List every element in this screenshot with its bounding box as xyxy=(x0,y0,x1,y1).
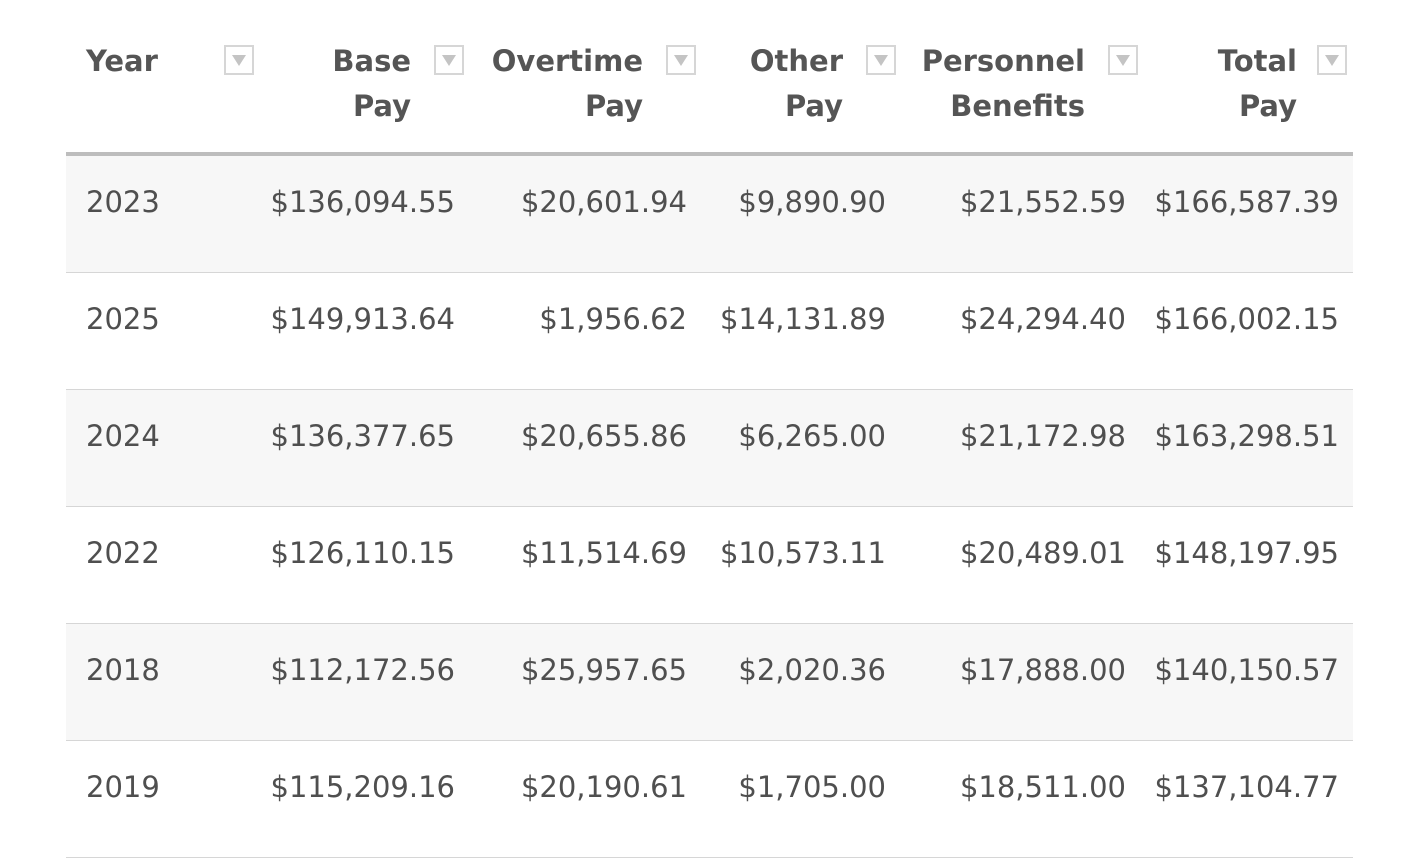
table-body: 2023 $136,094.55 $20,601.94 $9,890.90 $2… xyxy=(66,154,1353,858)
column-header-base-pay[interactable]: Base Pay xyxy=(266,0,466,156)
year-filter-button[interactable] xyxy=(224,45,254,75)
header-row: Year Base Pay xyxy=(66,0,1353,156)
other-pay-filter-button[interactable] xyxy=(866,45,896,75)
other-pay-cell: $6,265.00 xyxy=(698,389,898,507)
year-cell: 2025 xyxy=(66,272,266,390)
overtime-pay-filter-button[interactable] xyxy=(666,45,696,75)
table-row: 2024 $136,377.65 $20,655.86 $6,265.00 $2… xyxy=(66,389,1353,507)
column-header-label: Personnel Benefits xyxy=(921,44,1085,123)
filter-dropdown-icon xyxy=(1325,54,1339,66)
column-header-label: Year xyxy=(86,44,158,78)
year-cell: 2018 xyxy=(66,623,266,741)
column-header-overtime-pay[interactable]: Overtime Pay xyxy=(466,0,698,156)
table-row: 2019 $115,209.16 $20,190.61 $1,705.00 $1… xyxy=(66,740,1353,858)
other-pay-cell: $9,890.90 xyxy=(698,154,898,273)
personnel-benefits-cell: $18,511.00 xyxy=(898,740,1140,858)
personnel-benefits-cell: $17,888.00 xyxy=(898,623,1140,741)
overtime-pay-cell: $1,956.62 xyxy=(466,272,698,390)
total-pay-filter-button[interactable] xyxy=(1317,45,1347,75)
table-row: 2022 $126,110.15 $11,514.69 $10,573.11 $… xyxy=(66,506,1353,624)
table-header: Year Base Pay xyxy=(66,0,1353,156)
column-header-total-pay[interactable]: Total Pay xyxy=(1140,0,1353,156)
pay-history-table: Year Base Pay xyxy=(66,0,1353,858)
personnel-benefits-cell: $21,552.59 xyxy=(898,154,1140,273)
filter-dropdown-icon xyxy=(674,54,688,66)
base-pay-cell: $136,094.55 xyxy=(266,154,466,273)
filter-dropdown-icon xyxy=(874,54,888,66)
base-pay-cell: $149,913.64 xyxy=(266,272,466,390)
overtime-pay-cell: $11,514.69 xyxy=(466,506,698,624)
personnel-benefits-cell: $21,172.98 xyxy=(898,389,1140,507)
base-pay-filter-button[interactable] xyxy=(434,45,464,75)
overtime-pay-cell: $20,601.94 xyxy=(466,154,698,273)
personnel-benefits-filter-button[interactable] xyxy=(1108,45,1138,75)
other-pay-cell: $14,131.89 xyxy=(698,272,898,390)
column-header-label: Other Pay xyxy=(749,44,843,123)
year-cell: 2023 xyxy=(66,154,266,273)
base-pay-cell: $126,110.15 xyxy=(266,506,466,624)
other-pay-cell: $1,705.00 xyxy=(698,740,898,858)
year-cell: 2022 xyxy=(66,506,266,624)
total-pay-cell: $166,587.39 xyxy=(1140,154,1353,273)
overtime-pay-cell: $25,957.65 xyxy=(466,623,698,741)
column-header-label: Overtime Pay xyxy=(491,44,643,123)
personnel-benefits-cell: $24,294.40 xyxy=(898,272,1140,390)
column-header-label: Total Pay xyxy=(1217,44,1297,123)
table-row: 2018 $112,172.56 $25,957.65 $2,020.36 $1… xyxy=(66,623,1353,741)
other-pay-cell: $2,020.36 xyxy=(698,623,898,741)
year-cell: 2019 xyxy=(66,740,266,858)
pay-history-table-container: Year Base Pay xyxy=(66,0,1353,858)
total-pay-cell: $137,104.77 xyxy=(1140,740,1353,858)
overtime-pay-cell: $20,655.86 xyxy=(466,389,698,507)
column-header-other-pay[interactable]: Other Pay xyxy=(698,0,898,156)
base-pay-cell: $112,172.56 xyxy=(266,623,466,741)
column-header-personnel-benefits[interactable]: Personnel Benefits xyxy=(898,0,1140,156)
filter-dropdown-icon xyxy=(1116,54,1130,66)
base-pay-cell: $115,209.16 xyxy=(266,740,466,858)
year-cell: 2024 xyxy=(66,389,266,507)
personnel-benefits-cell: $20,489.01 xyxy=(898,506,1140,624)
column-header-year[interactable]: Year xyxy=(66,0,266,156)
total-pay-cell: $148,197.95 xyxy=(1140,506,1353,624)
filter-dropdown-icon xyxy=(442,54,456,66)
total-pay-cell: $163,298.51 xyxy=(1140,389,1353,507)
overtime-pay-cell: $20,190.61 xyxy=(466,740,698,858)
total-pay-cell: $166,002.15 xyxy=(1140,272,1353,390)
table-row: 2023 $136,094.55 $20,601.94 $9,890.90 $2… xyxy=(66,154,1353,273)
column-header-label: Base Pay xyxy=(332,44,411,123)
filter-dropdown-icon xyxy=(232,54,246,66)
base-pay-cell: $136,377.65 xyxy=(266,389,466,507)
table-row: 2025 $149,913.64 $1,956.62 $14,131.89 $2… xyxy=(66,272,1353,390)
total-pay-cell: $140,150.57 xyxy=(1140,623,1353,741)
other-pay-cell: $10,573.11 xyxy=(698,506,898,624)
